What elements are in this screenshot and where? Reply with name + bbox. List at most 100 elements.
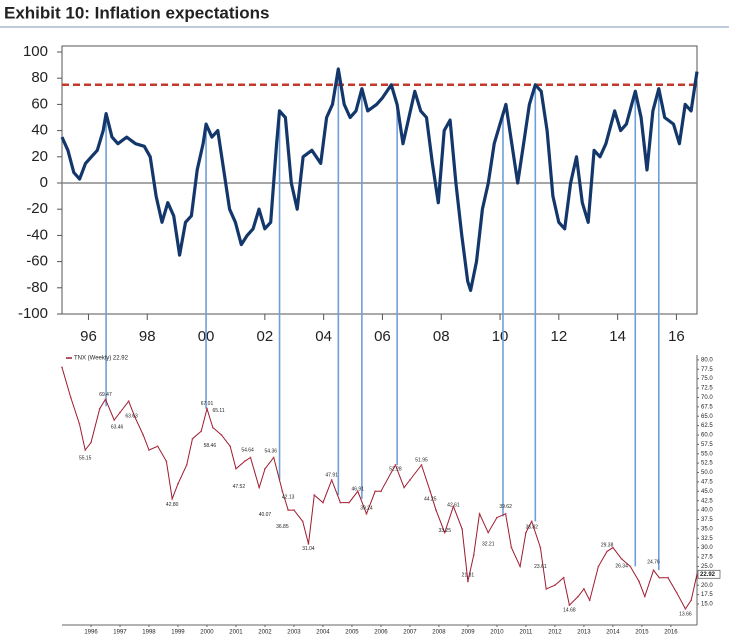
- series-point: [638, 580, 640, 583]
- series-point: [229, 445, 232, 448]
- data-label: 33.25: [438, 528, 451, 534]
- data-label: 58.46: [204, 443, 217, 449]
- series-point: [281, 490, 284, 493]
- series-point: [606, 550, 609, 553]
- series-point: [142, 434, 145, 436]
- series-point: [293, 509, 295, 511]
- series-point: [658, 576, 661, 579]
- y-tick-label: 60.0: [701, 433, 713, 439]
- series-point: [525, 531, 527, 534]
- series-point: [530, 520, 533, 523]
- y-tick-label: 45.0: [701, 489, 713, 495]
- y-tick-label: 72.5: [701, 386, 713, 392]
- data-label: 63.46: [111, 424, 124, 430]
- data-label: 54.36: [265, 448, 278, 454]
- series-point: [220, 434, 223, 436]
- series-point: [211, 426, 214, 429]
- series-point: [435, 509, 437, 511]
- x-tick-label: 08: [433, 328, 450, 345]
- data-label: 24.76: [647, 560, 660, 566]
- x-tick-label: 2000: [200, 630, 214, 636]
- x-tick-label: 16: [668, 328, 685, 345]
- legend: TNX (Weekly) 22.92: [74, 356, 129, 362]
- series-point: [287, 509, 290, 511]
- series-point: [510, 546, 513, 549]
- y-tick-label: 52.5: [701, 461, 713, 467]
- series-point: [652, 569, 655, 572]
- series-point: [98, 407, 101, 410]
- x-tick-label: 2008: [432, 630, 446, 636]
- data-label: 13.66: [679, 611, 692, 617]
- series-point: [165, 460, 168, 463]
- x-tick-label: 2007: [403, 630, 417, 636]
- data-label: 39.24: [360, 505, 373, 511]
- data-label: 31.04: [302, 546, 315, 552]
- series-point: [443, 531, 446, 534]
- y-tick-label: 30.0: [701, 545, 713, 551]
- x-tick-label: 12: [550, 328, 567, 345]
- x-tick-label: 10: [492, 328, 509, 345]
- series-point: [235, 467, 237, 470]
- y-tick-label: 65.0: [701, 414, 713, 420]
- data-label: 14.68: [563, 608, 576, 614]
- series-point: [690, 599, 693, 602]
- series-line: [61, 367, 698, 610]
- series-point: [307, 542, 310, 545]
- series-point: [545, 588, 548, 590]
- y-tick-label: 17.5: [701, 592, 713, 598]
- x-tick-label: 1998: [142, 630, 156, 636]
- data-label: 21.31: [462, 573, 475, 579]
- series-point: [452, 505, 455, 508]
- series-point: [588, 599, 591, 602]
- y-tick-label: 25.0: [701, 564, 713, 570]
- plot-frame: [61, 45, 698, 315]
- x-tick-label: 2001: [229, 630, 243, 636]
- y-tick-label: 35.0: [701, 526, 713, 532]
- series-point: [301, 520, 304, 523]
- series-point: [667, 576, 669, 579]
- data-label: 42.61: [447, 503, 460, 509]
- data-label: 26.34: [615, 564, 628, 570]
- series-point: [104, 398, 107, 401]
- x-tick-label: 2016: [664, 630, 678, 636]
- y-tick-label: 40.0: [701, 508, 713, 514]
- x-tick-label: 14: [609, 328, 626, 345]
- data-label: 42.13: [282, 494, 295, 500]
- series-point: [612, 546, 614, 549]
- x-tick-label: 2006: [374, 630, 388, 636]
- y-tick-label: 77.5: [701, 367, 713, 373]
- x-tick-label: 2013: [577, 630, 591, 636]
- x-tick-label: 98: [139, 328, 156, 345]
- series-point: [78, 422, 81, 425]
- y-tick-label: 32.5: [701, 536, 713, 542]
- data-label: 47.91: [325, 473, 338, 479]
- series-point: [496, 516, 498, 519]
- series-point: [554, 584, 556, 587]
- series-point: [504, 512, 507, 515]
- y-tick-label: 47.5: [701, 480, 713, 486]
- y-tick-label: 75.0: [701, 376, 713, 382]
- series-point: [629, 565, 632, 568]
- series-point: [380, 490, 382, 493]
- series-point: [597, 565, 600, 568]
- series-point: [84, 449, 87, 451]
- x-tick-label: 2004: [316, 630, 330, 636]
- series-point: [374, 490, 377, 493]
- x-tick-label: 2005: [345, 630, 359, 636]
- series-point: [243, 460, 246, 463]
- data-label: 40.07: [259, 512, 272, 518]
- series-point: [472, 554, 475, 557]
- x-tick-label: 96: [80, 328, 97, 345]
- x-tick-label: 2015: [635, 630, 649, 636]
- y-tick-label: 37.5: [701, 517, 713, 523]
- y-tick-label: 55.0: [701, 451, 713, 457]
- data-label: 63.63: [125, 414, 138, 420]
- series-point: [478, 512, 481, 515]
- y-tick-label: 40: [31, 122, 48, 139]
- series-point: [356, 490, 359, 493]
- series-line: [60, 67, 699, 292]
- series-point: [113, 419, 116, 421]
- y-tick-label: 42.5: [701, 498, 713, 504]
- series-point: [620, 558, 623, 560]
